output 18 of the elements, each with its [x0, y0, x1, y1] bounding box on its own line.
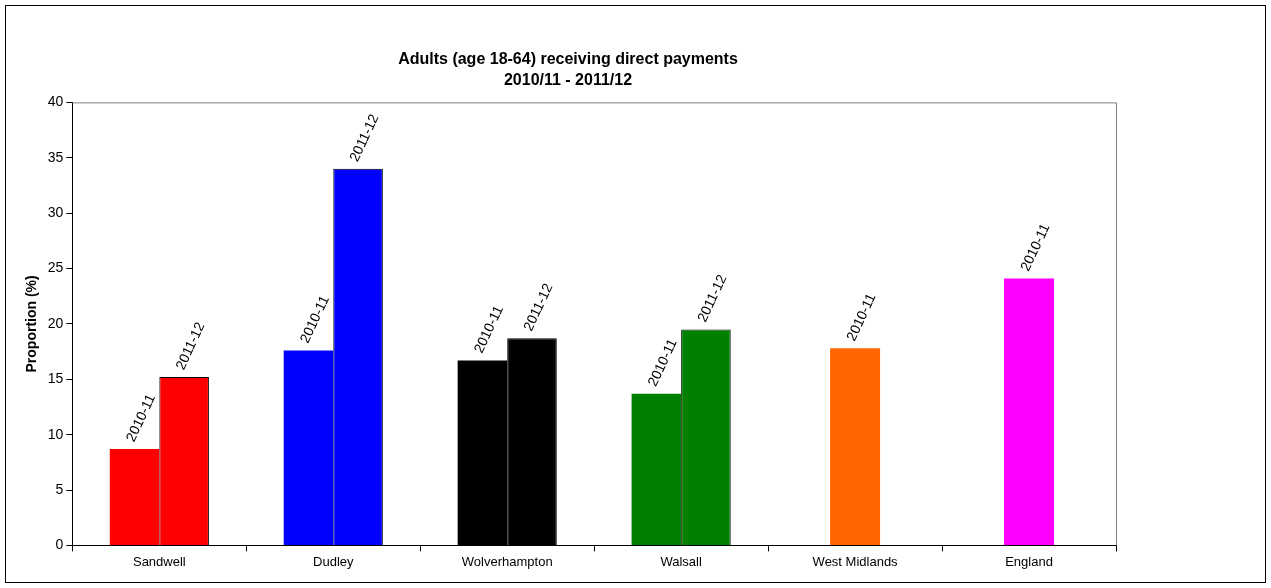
y-tick-label: 15: [47, 370, 64, 387]
y-tick-label: 30: [47, 204, 64, 221]
x-tick-label: England: [1005, 553, 1053, 569]
x-tick-label: Wolverhampton: [461, 553, 553, 569]
y-axis-title: Proportion (%): [23, 275, 40, 373]
chart-subtitle: 2010/11 - 2011/12: [503, 71, 633, 89]
x-tick-label: West Midlands: [812, 553, 899, 569]
y-tick-label: 20: [47, 314, 64, 331]
chart-title: Adults (age 18-64) receiving direct payments: [398, 50, 738, 68]
y-tick-label: 10: [47, 425, 64, 442]
y-tick-label: 5: [55, 480, 64, 497]
y-tick-label: 40: [47, 93, 64, 110]
y-tick-label: 35: [47, 148, 64, 165]
x-tick-label: Walsall: [660, 553, 702, 569]
x-tick-label: Sandwell: [132, 553, 186, 569]
x-tick-label: Dudley: [313, 553, 355, 569]
y-tick-label: 0: [55, 536, 64, 553]
y-tick-label: 25: [47, 259, 64, 276]
